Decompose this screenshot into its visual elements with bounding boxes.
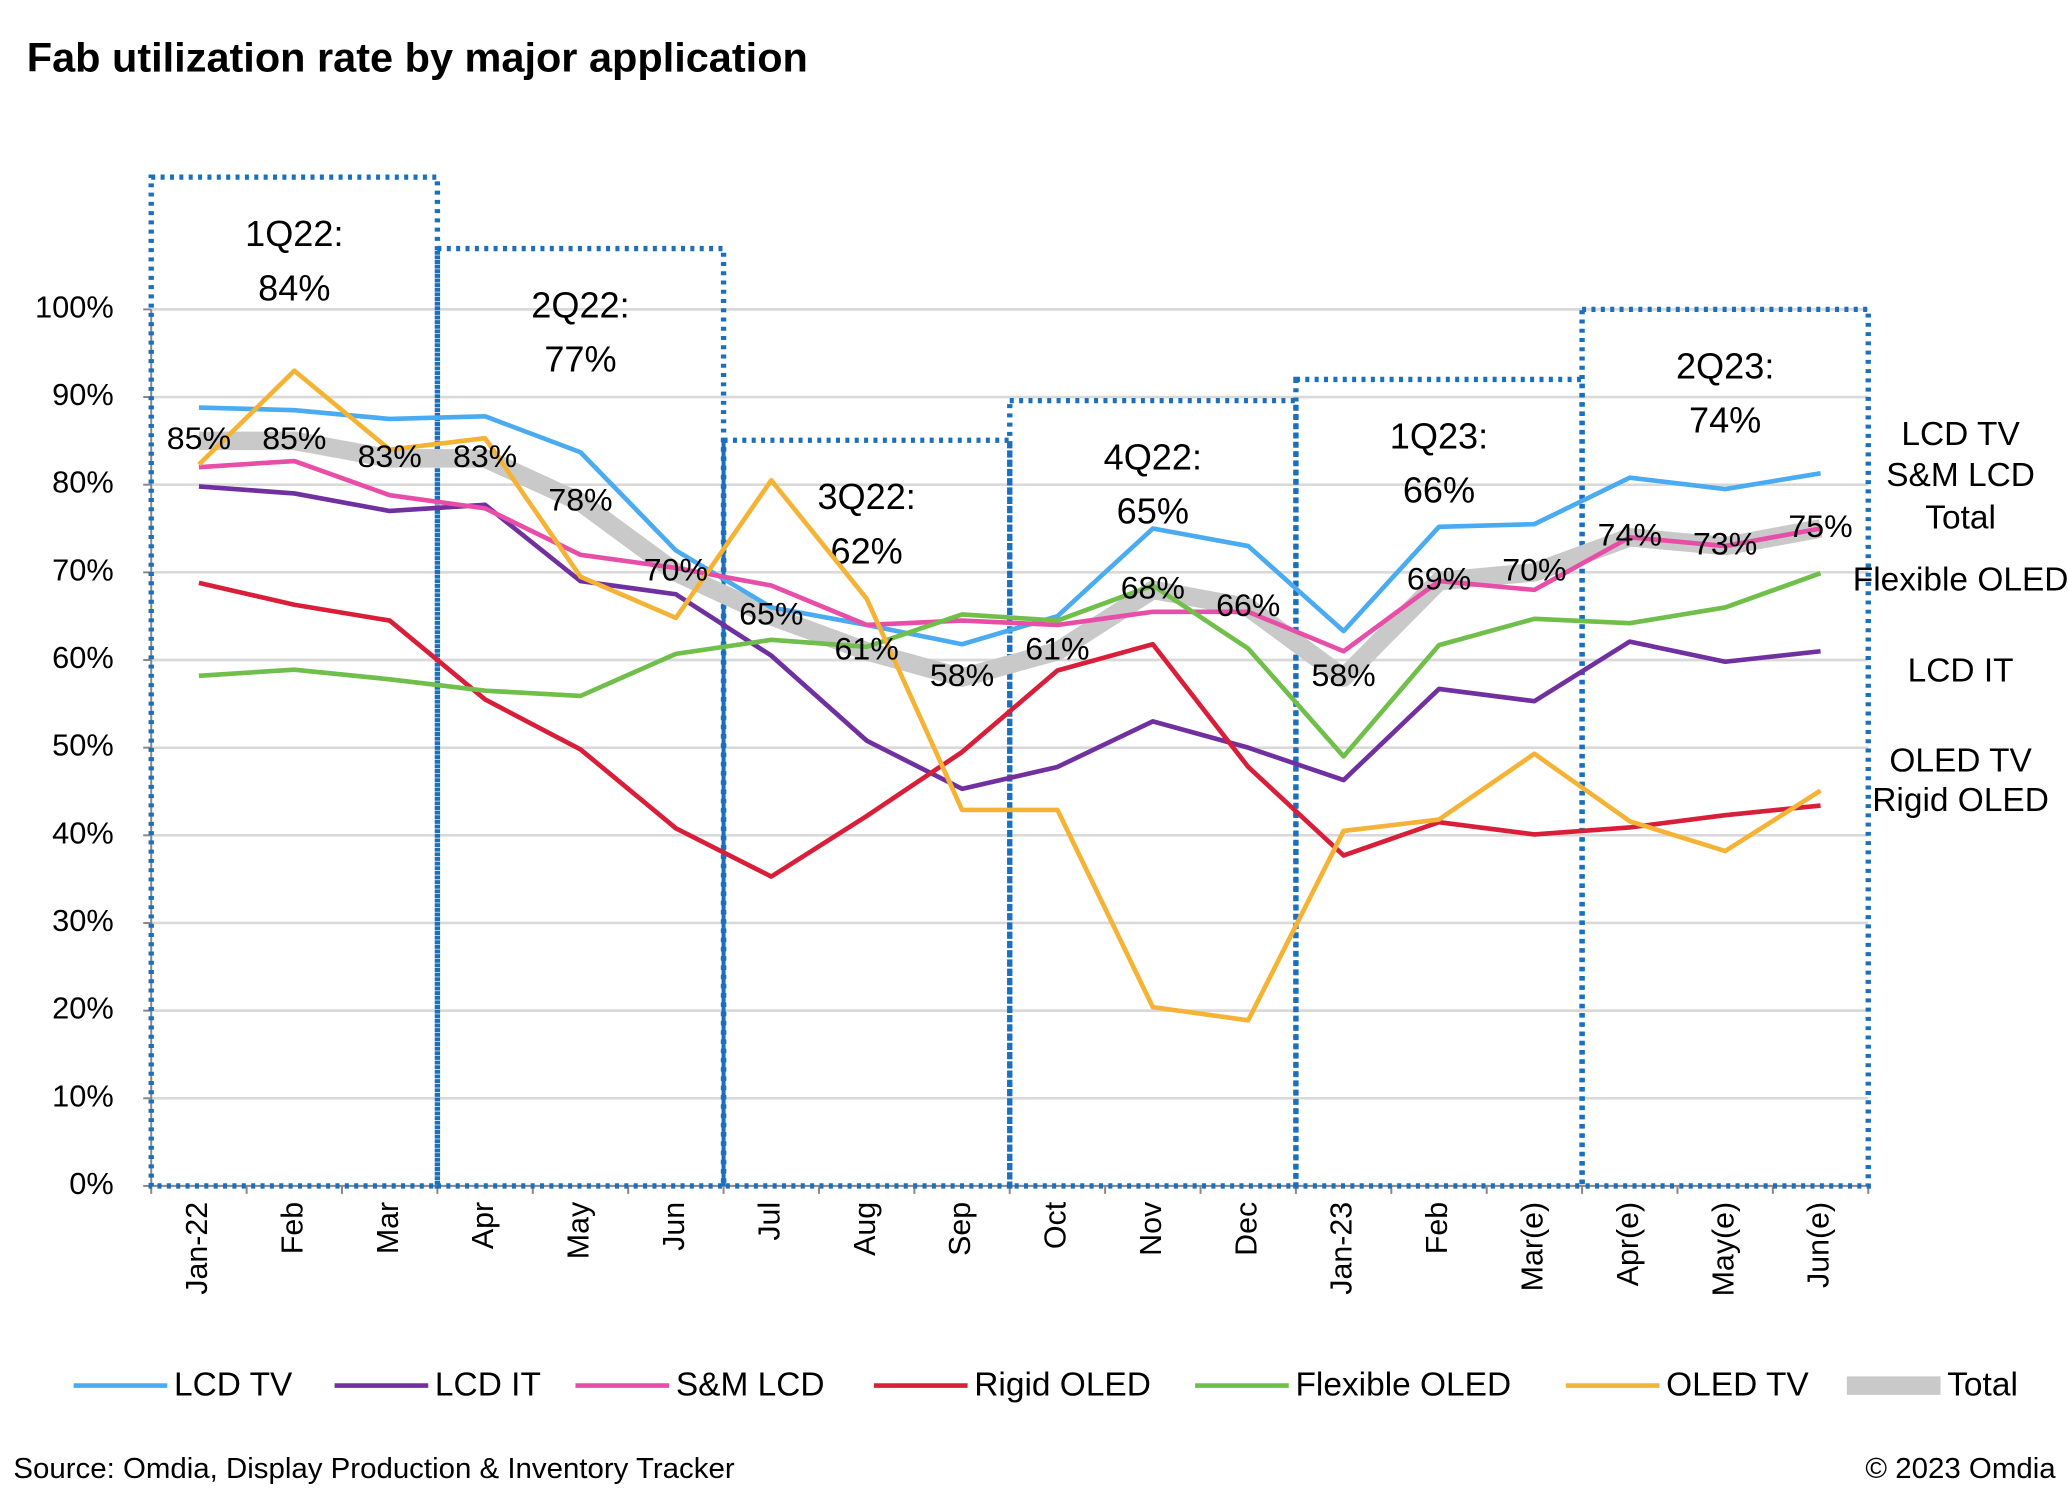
quarter-label: 2Q23:: [1676, 346, 1774, 387]
x-tick-label: Mar(e): [1515, 1202, 1549, 1291]
data-label: 68%: [1121, 569, 1185, 605]
series-line: [198, 405, 1821, 647]
quarter-value: 74%: [1689, 400, 1761, 441]
x-tick-label: Mar: [371, 1202, 405, 1254]
x-tick-label: Nov: [1134, 1201, 1168, 1256]
x-tick-label: Aug: [848, 1202, 882, 1256]
legend-label: Total: [1947, 1367, 2018, 1404]
data-label: 83%: [358, 438, 422, 474]
data-label: 61%: [1025, 631, 1089, 667]
data-label: 61%: [835, 631, 899, 667]
data-label: 70%: [1502, 552, 1566, 588]
x-tick-label: Feb: [1420, 1202, 1454, 1254]
data-label: 78%: [548, 482, 612, 518]
data-label: 83%: [453, 438, 517, 474]
quarter-value: 62%: [831, 531, 903, 572]
y-tick-label: 60%: [52, 641, 114, 675]
series-end-label: OLED TV: [1889, 743, 2032, 780]
quarter-label: 1Q23:: [1390, 416, 1488, 457]
data-label: 69%: [1407, 561, 1471, 597]
quarter-value: 65%: [1117, 491, 1189, 532]
copyright: © 2023 Omdia: [1865, 1453, 2056, 1485]
quarter-box: [1007, 397, 1299, 1189]
x-tick-label: Sep: [943, 1202, 977, 1256]
y-tick-label: 30%: [52, 904, 114, 938]
quarter-box: [434, 245, 727, 1189]
series-line: [197, 368, 1822, 1023]
series-line: [198, 571, 1822, 759]
y-tick-label: 40%: [52, 817, 114, 851]
legend-label: OLED TV: [1666, 1367, 1809, 1404]
quarter-label: 2Q22:: [531, 285, 629, 326]
series-line: [198, 458, 1821, 654]
y-tick-label: 10%: [52, 1079, 114, 1113]
y-tick-label: 90%: [52, 378, 114, 412]
data-label: 85%: [167, 420, 231, 456]
x-tick-label: Jun(e): [1802, 1202, 1836, 1288]
legend-label: S&M LCD: [676, 1367, 825, 1404]
x-tick-label: May: [561, 1201, 595, 1259]
y-tick-label: 20%: [52, 992, 114, 1026]
x-tick-label: Jul: [752, 1202, 786, 1241]
chart-title: Fab utilization rate by major applicatio…: [27, 35, 808, 81]
x-tick-label: Jun: [657, 1202, 691, 1251]
legend-label: Flexible OLED: [1295, 1367, 1511, 1404]
legend-label: LCD TV: [174, 1367, 293, 1404]
quarter-value: 84%: [258, 267, 330, 308]
x-tick-label: Apr: [466, 1202, 500, 1249]
series-line: [198, 431, 1823, 687]
data-label: 70%: [644, 552, 708, 588]
series-end-label: Rigid OLED: [1872, 782, 2049, 819]
x-tick-label: Feb: [275, 1202, 309, 1254]
quarter-box: [1579, 306, 1871, 1189]
series-end-label: Total: [1925, 499, 1996, 536]
series-end-label: LCD TV: [1901, 416, 2020, 453]
x-tick-label: Jan-23: [1325, 1202, 1359, 1295]
series-end-label: Flexible OLED: [1853, 562, 2069, 599]
data-label: 58%: [930, 657, 994, 693]
x-tick-label: Jan-22: [180, 1202, 214, 1295]
x-tick-label: Dec: [1229, 1202, 1263, 1256]
data-label: 73%: [1693, 526, 1757, 562]
source: Source: Omdia, Display Production & Inve…: [13, 1453, 735, 1485]
x-tick-label: May(e): [1706, 1202, 1740, 1297]
x-tick-label: Apr(e): [1611, 1202, 1645, 1286]
series-end-label: LCD IT: [1908, 653, 2014, 690]
quarter-value: 77%: [544, 339, 616, 380]
x-tick-label: Oct: [1038, 1201, 1072, 1249]
quarter-label: 1Q22:: [245, 213, 343, 254]
quarter-label: 4Q22:: [1104, 437, 1202, 478]
data-label: 75%: [1788, 508, 1852, 544]
y-tick-label: 100%: [35, 291, 114, 325]
y-tick-label: 0%: [69, 1167, 113, 1201]
quarter-value: 66%: [1403, 470, 1475, 511]
quarter-box: [720, 437, 1013, 1189]
data-label: 85%: [262, 420, 326, 456]
data-label: 74%: [1598, 517, 1662, 553]
quarter-label: 3Q22:: [817, 476, 915, 517]
y-tick-label: 50%: [52, 729, 114, 763]
data-label: 65%: [739, 596, 803, 632]
data-label: 58%: [1311, 657, 1375, 693]
series-end-label: S&M LCD: [1886, 457, 2035, 494]
data-label: 66%: [1216, 587, 1280, 623]
series-line: [198, 580, 1821, 879]
legend-label: LCD IT: [435, 1367, 541, 1404]
legend-label: Rigid OLED: [974, 1367, 1151, 1404]
quarter-box: [148, 174, 441, 1189]
y-tick-label: 70%: [52, 554, 114, 588]
y-tick-label: 80%: [52, 466, 114, 500]
